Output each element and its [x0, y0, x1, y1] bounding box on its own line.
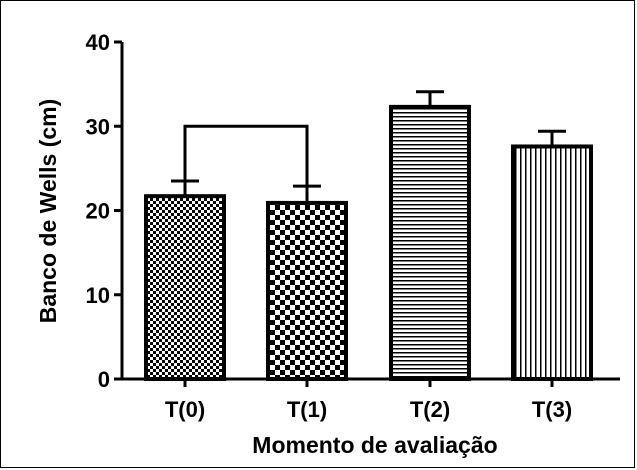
- y-tick-label: 30: [86, 114, 110, 139]
- bar: [144, 194, 226, 381]
- y-tick-label: 20: [86, 199, 110, 224]
- labels-group: T(0) T(1) T(2) T(3): [165, 397, 572, 422]
- y-axis-title: Banco de Wells (cm): [35, 99, 61, 324]
- x-tick-label: T(0): [165, 397, 205, 422]
- significance-bracket: [183, 124, 309, 187]
- bar: [389, 104, 471, 381]
- y-axis: 0 10 20 30 40: [86, 30, 124, 392]
- bars-group: [144, 90, 593, 381]
- x-tick-label: T(3): [532, 397, 572, 422]
- x-tick-label: T(1): [287, 397, 327, 422]
- y-tick-label: 0: [98, 367, 110, 392]
- y-tick-label: 40: [86, 30, 110, 55]
- x-axis-title: Momento de avaliação: [252, 432, 497, 458]
- bar: [266, 200, 348, 381]
- x-tick-label: T(2): [410, 397, 450, 422]
- bar: [511, 144, 593, 381]
- y-tick-label: 10: [86, 283, 110, 308]
